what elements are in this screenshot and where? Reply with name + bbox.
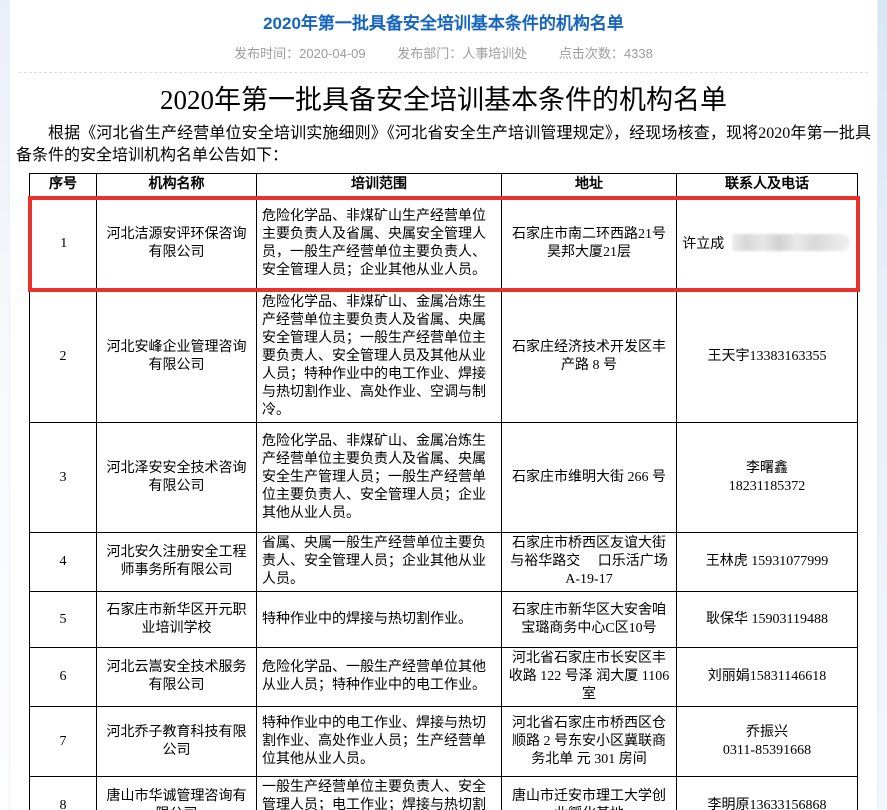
cell-no: 6 [29,647,97,707]
col-header-scope: 培训范围 [256,173,502,199]
cell-contact: 王林虎 15931077999 [676,532,858,592]
cell-no: 3 [29,422,97,533]
table-row: 5 石家庄市新华区开元职业培训学校 特种作业中的焊接与热切割作业。 石家庄市新华… [29,591,858,648]
cell-name: 河北乔子教育科技有限公司 [96,706,257,777]
cell-address: 唐山市迁安市理工大学创业孵化基地 [501,776,677,810]
cell-address: 石家庄市维明大街 266 号 [501,422,677,533]
table-header-row: 序号 机构名称 培训范围 地址 联系人及电话 [29,173,858,199]
publish-time: 发布时间：2020-04-09 [234,46,366,61]
article-heading: 2020年第一批具备安全培训基本条件的机构名单 [160,85,727,115]
cell-contact: 耿保华 15903119488 [676,591,858,648]
cell-contact: 李明原13633156868 [676,776,858,810]
contact-name: 许立成 [682,237,725,252]
table-row: 6 河北云嵩安全技术服务有限公司 危险化学品、一般生产经营单位其他从业人员；特种… [29,647,858,707]
col-header-no: 序号 [29,173,97,199]
cell-scope: 省属、央属一般生产经营单位主要负责人、安全管理人员；企业其他从业人员。 [256,532,502,592]
cell-address: 石家庄市桥西区友谊大街与裕华路交 口乐活广场 A-19-17 [501,532,677,592]
cell-no: 2 [29,289,97,423]
table-row: 2 河北安峰企业管理咨询有限公司 危险化学品、非煤矿山、金属冶炼生产经营单位主要… [29,289,858,423]
col-header-name: 机构名称 [96,173,257,199]
page-left-edge [0,0,10,810]
cell-scope: 危险化学品、非煤矿山、金属冶炼生产经营单位主要负责人及省属、央属安全生产管理人员… [256,422,502,533]
cell-scope: 危险化学品、非煤矿山生产经营单位主要负责人及省属、央属安全管理人员，一般生产经营… [256,196,502,292]
cell-no: 8 [29,776,97,810]
page-right-edge [877,0,887,810]
click-count: 点击次数：4338 [558,46,653,61]
cell-address: 石家庄经济技术开发区丰产路 8 号 [501,289,677,423]
cell-name: 河北安久注册安全工程师事务所有限公司 [96,532,257,592]
cell-name: 石家庄市新华区开元职业培训学校 [96,591,257,648]
cell-contact: 许立成 [676,196,860,292]
table-row: 7 河北乔子教育科技有限公司 特种作业中的电工作业、焊接与热切割作业、高处作业人… [29,706,858,777]
cell-scope: 特种作业中的电工作业、焊接与热切割作业、高处作业人员；生产经营单位其他从业人员。 [256,706,502,777]
page-title: 2020年第一批具备安全培训基本条件的机构名单 [263,14,624,33]
cell-name: 河北洁源安评环保咨询有限公司 [96,196,257,292]
cell-scope: 特种作业中的焊接与热切割作业。 [256,591,502,648]
cell-name: 河北安峰企业管理咨询有限公司 [96,289,257,423]
publish-department: 发布部门：人事培训处 [397,46,528,61]
cell-name: 河北云嵩安全技术服务有限公司 [96,647,257,707]
redacted-phone [732,234,851,251]
table-row: 3 河北泽安安全技术咨询有限公司 危险化学品、非煤矿山、金属冶炼生产经营单位主要… [29,422,858,533]
article-meta: 发布时间：2020-04-09 发布部门：人事培训处 点击次数：4338 [11,46,876,62]
cell-contact: 刘丽娟15831146618 [676,647,858,707]
cell-address: 河北省石家庄市长安区丰收路 122 号泽 润大厦 1106 室 [501,647,677,707]
cell-name: 唐山市华诚管理咨询有限公司 [96,776,257,810]
cell-name: 河北泽安安全技术咨询有限公司 [96,422,257,533]
table-row: 8 唐山市华诚管理咨询有限公司 一般生产经营单位主要负责人、安全管理人员；电工作… [29,776,858,810]
dashed-divider [19,72,868,73]
cell-no: 1 [27,196,97,292]
cell-scope: 危险化学品、非煤矿山、金属冶炼生产经营单位主要负责人及省属、央属安全管理人员；一… [256,289,502,423]
cell-scope: 一般生产经营单位主要负责人、安全管理人员；电工作业；焊接与热切割作业；煤气作业。 [256,776,502,810]
cell-address: 石家庄市新华区大安舍咱宝璐商务中心C区10号 [501,591,677,648]
cell-address: 石家庄市南二环西路21号昊邦大厦21层 [501,196,677,292]
cell-no: 5 [29,591,97,648]
cell-contact: 李曙鑫 18231185372 [676,422,858,533]
table-row: 1 河北洁源安评环保咨询有限公司 危险化学品、非煤矿山生产经营单位主要负责人及省… [27,196,860,292]
org-table: 序号 机构名称 培训范围 地址 联系人及电话 1 河北洁源安评环保咨询有限公司 … [27,173,860,810]
article-page: 2020年第一批具备安全培训基本条件的机构名单 发布时间：2020-04-09 … [11,0,876,810]
article-intro: 根据《河北省生产经营单位安全培训实施细则》《河北省安全生产培训管理规定》，经现场… [16,125,871,164]
cell-address: 河北省石家庄市桥西区仓顺路 2 号东安小区冀联商务北单 元 301 房间 [501,706,677,777]
cell-no: 4 [29,532,97,592]
table-row: 4 河北安久注册安全工程师事务所有限公司 省属、央属一般生产经营单位主要负责人、… [29,532,858,592]
cell-no: 7 [29,706,97,777]
cell-contact: 王天宇13383163355 [676,289,858,423]
col-header-address: 地址 [501,173,677,199]
col-header-contact: 联系人及电话 [676,173,858,199]
cell-scope: 危险化学品、一般生产经营单位其他从业人员；特种作业中的电工作业。 [256,647,502,707]
cell-contact: 乔振兴 0311-85391668 [676,706,858,777]
